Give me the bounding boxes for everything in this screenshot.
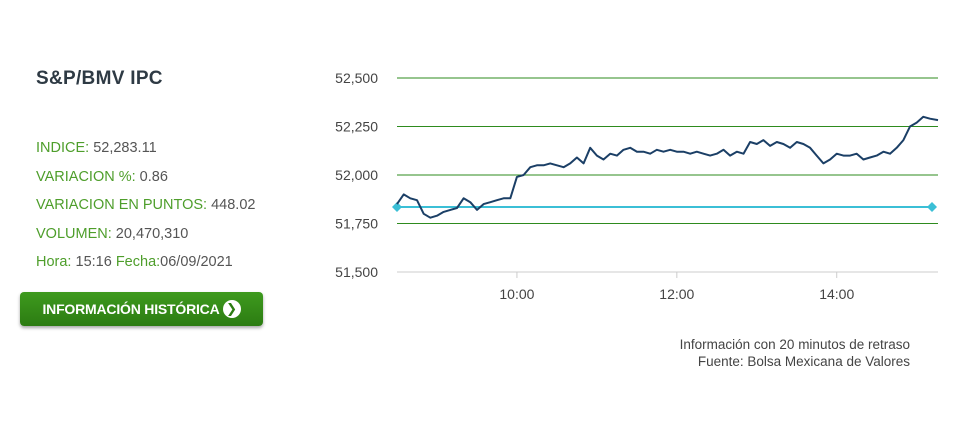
stat-fecha-value: 06/09/2021 bbox=[160, 254, 233, 270]
stat-variacion-pct: VARIACION %: 0.86 bbox=[36, 163, 255, 192]
x-tick-label: 10:00 bbox=[499, 286, 534, 302]
historical-info-button-label: INFORMACIÓN HISTÓRICA bbox=[42, 301, 220, 317]
reference-marker bbox=[392, 202, 402, 213]
index-title: S&P/BMV IPC bbox=[36, 68, 163, 89]
stat-volumen: VOLUMEN: 20,470,310 bbox=[36, 220, 255, 249]
y-tick-label: 52,250 bbox=[335, 119, 378, 135]
x-tick-label: 14:00 bbox=[819, 286, 854, 302]
stat-indice: INDICE: 52,283.11 bbox=[36, 134, 255, 163]
stat-volumen-value: 20,470,310 bbox=[115, 225, 189, 242]
stat-volumen-label: VOLUMEN: bbox=[36, 225, 112, 242]
stat-variacion-pct-value: 0.86 bbox=[139, 168, 168, 185]
stat-variacion-pct-label: VARIACION %: bbox=[36, 168, 136, 185]
stat-indice-value: 52,283.11 bbox=[93, 140, 157, 156]
stat-variacion-pts: VARIACION EN PUNTOS: 448.02 bbox=[36, 191, 255, 220]
stat-hora-fecha: Hora: 15:16 Fecha:06/09/2021 bbox=[36, 248, 255, 277]
historical-info-button[interactable]: INFORMACIÓN HISTÓRICA ❯ bbox=[20, 292, 263, 326]
y-tick-label: 51,750 bbox=[335, 216, 378, 232]
series-line bbox=[396, 115, 939, 219]
stat-hora-label: Hora: bbox=[36, 254, 72, 270]
delay-note: Información con 20 minutos de retraso bbox=[679, 337, 910, 352]
x-tick-label: 12:00 bbox=[659, 286, 694, 302]
stat-hora-value: 15:16 bbox=[75, 254, 112, 270]
reference-marker bbox=[927, 202, 937, 213]
source-note: Información con 20 minutos de retraso Fu… bbox=[680, 336, 910, 370]
stats-panel: INDICE: 52,283.11 VARIACION %: 0.86 VARI… bbox=[36, 134, 255, 277]
stat-indice-label: INDICE: bbox=[36, 140, 90, 156]
chevron-right-icon: ❯ bbox=[222, 300, 241, 318]
y-tick-label: 52,000 bbox=[335, 167, 378, 183]
source-attribution: Fuente: Bolsa Mexicana de Valores bbox=[697, 354, 910, 369]
stat-variacion-pts-value: 448.02 bbox=[211, 197, 256, 213]
y-tick-label: 51,500 bbox=[335, 264, 378, 280]
y-tick-label: 52,500 bbox=[335, 70, 378, 86]
stat-variacion-pts-label: VARIACION EN PUNTOS: bbox=[36, 197, 208, 213]
stat-fecha-label: Fecha: bbox=[115, 254, 161, 270]
